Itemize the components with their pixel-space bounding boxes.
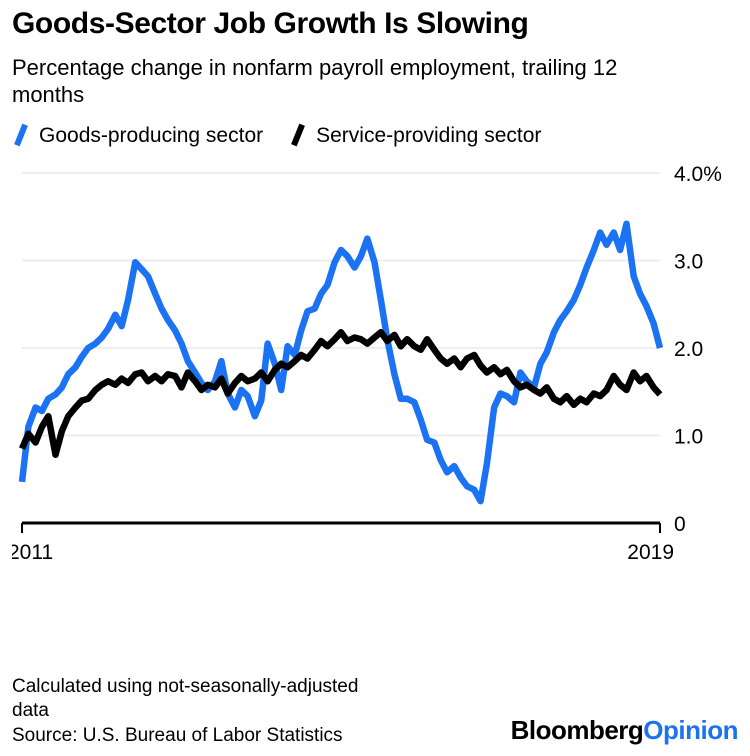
- x-axis-tick-label: 2011: [12, 541, 53, 564]
- chart-subtitle: Percentage change in nonfarm payroll emp…: [12, 54, 618, 108]
- series-line-services: [19, 329, 663, 459]
- chart-page: Goods-Sector Job Growth Is Slowing Perce…: [0, 8, 750, 756]
- page-title: Goods-Sector Job Growth Is Slowing: [12, 7, 529, 40]
- y-axis-tick-label: 0: [674, 513, 686, 536]
- legend-item-services[interactable]: Service-providing sector: [289, 123, 541, 147]
- chart-plot-area: 0 1.0 2.0 3.0 4.0% 2011 2019: [12, 155, 738, 585]
- line-chart: 0 1.0 2.0 3.0 4.0% 2011 2019: [12, 163, 722, 564]
- legend-label-services: Service-providing sector: [316, 123, 542, 147]
- note-line-2: data: [12, 700, 49, 722]
- bloomberg-opinion-logo: BloombergOpinion: [510, 715, 739, 746]
- y-axis-tick-label: 4.0%: [674, 163, 722, 186]
- chart-notes: Calculated using not-seasonally-adjusted…: [12, 675, 482, 748]
- legend-item-goods[interactable]: Goods-producing sector: [12, 123, 263, 147]
- chart-legend: Goods-producing sector Service-providing…: [12, 123, 738, 147]
- chart-footer: Calculated using not-seasonally-adjusted…: [12, 675, 738, 748]
- y-axis-tick-label: 1.0: [674, 426, 703, 449]
- y-axis-tick-label: 3.0: [674, 251, 703, 274]
- legend-slash-icon-services: [289, 123, 307, 147]
- brand-bloomberg: Bloomberg: [510, 715, 644, 745]
- y-axis-tick-label: 2.0: [674, 338, 703, 361]
- series-line-goods: [18, 220, 664, 505]
- legend-slash-icon-goods: [12, 123, 30, 147]
- x-axis-tick-label: 2019: [627, 541, 674, 564]
- note-line-1: Calculated using not-seasonally-adjusted: [12, 676, 359, 698]
- source-line: Source: U.S. Bureau of Labor Statistics: [12, 724, 343, 746]
- brand-opinion: Opinion: [643, 715, 738, 745]
- legend-label-goods: Goods-producing sector: [39, 123, 264, 147]
